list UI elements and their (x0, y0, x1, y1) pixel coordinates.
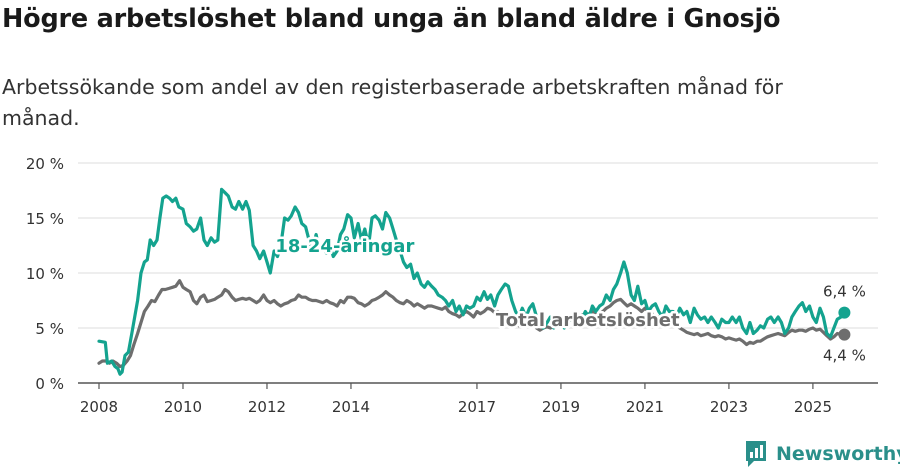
x-tick-label: 2010 (164, 398, 202, 416)
x-tick-label: 2019 (542, 398, 580, 416)
series-lines (97, 187, 851, 376)
y-tick-label: 10 % (26, 265, 64, 283)
x-tick-label: 2012 (248, 398, 286, 416)
brand-name: Newsworthy (776, 443, 900, 465)
x-tick-label: 2014 (332, 398, 370, 416)
y-axis-ticks: 0 % 5 % 10 % 15 % 20 % (26, 155, 64, 393)
x-tick-label: 2008 (80, 398, 118, 416)
chart-subtitle: Arbetssökande som andel av den registerb… (2, 75, 783, 130)
series-label: Total arbetslöshet (496, 310, 680, 331)
x-tick-label: 2025 (794, 398, 832, 416)
series-label: 18-24-åringar (275, 235, 414, 257)
y-tick-label: 0 % (35, 375, 64, 393)
series-line (97, 279, 846, 369)
chart-title: Högre arbetslöshet bland unga än bland ä… (2, 4, 781, 34)
series-end-marker (838, 306, 851, 319)
series-end-label: 6,4 % (823, 283, 866, 301)
y-tick-label: 20 % (26, 155, 64, 173)
y-tick-label: 15 % (26, 210, 64, 228)
x-tick-label: 2021 (626, 398, 664, 416)
series-labels: 18-24-åringar Total arbetslöshet 6,4 % 4,4 … (273, 233, 868, 367)
footer-logo: Newsworthy (744, 440, 900, 468)
series-line (97, 187, 846, 376)
newsworthy-logo-icon (746, 441, 766, 467)
x-axis: 2008 2010 2012 2014 2017 2019 2021 2023 2025 (78, 382, 878, 416)
series-end-marker (838, 328, 851, 341)
line-chart: 0 %5 %10 %15 %20 % 2008 2010 2012 2014 2017 2… (26, 155, 878, 416)
y-tick-label: 5 % (35, 320, 64, 338)
x-tick-label: 2023 (710, 398, 748, 416)
series-end-label: 4,4 % (823, 347, 866, 365)
x-tick-label: 2017 (458, 398, 496, 416)
